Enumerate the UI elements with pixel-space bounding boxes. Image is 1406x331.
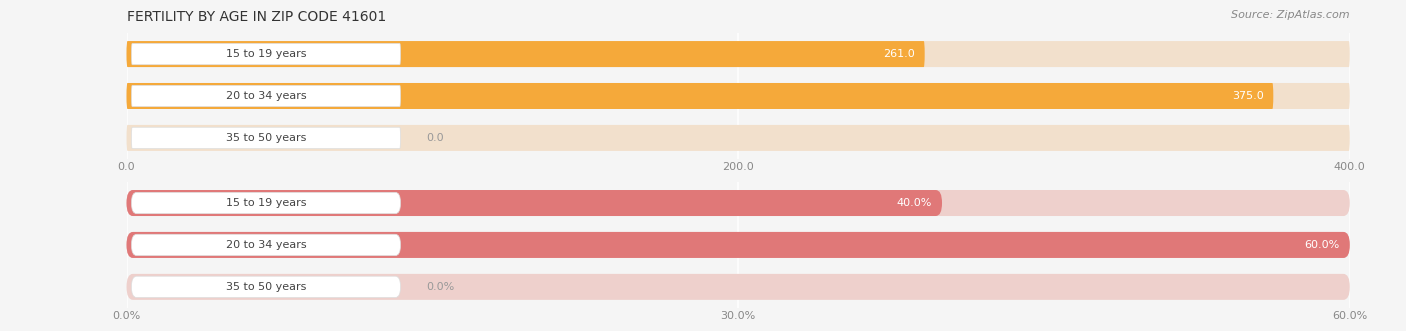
Text: 35 to 50 years: 35 to 50 years bbox=[226, 133, 307, 143]
FancyBboxPatch shape bbox=[127, 190, 942, 216]
FancyBboxPatch shape bbox=[127, 232, 1350, 258]
FancyBboxPatch shape bbox=[131, 127, 401, 149]
FancyBboxPatch shape bbox=[127, 41, 925, 67]
Text: 20 to 34 years: 20 to 34 years bbox=[226, 240, 307, 250]
Text: 0.0: 0.0 bbox=[426, 133, 444, 143]
FancyBboxPatch shape bbox=[127, 190, 1350, 216]
FancyBboxPatch shape bbox=[131, 234, 401, 256]
FancyBboxPatch shape bbox=[127, 125, 1350, 151]
FancyBboxPatch shape bbox=[131, 85, 401, 107]
Text: Source: ZipAtlas.com: Source: ZipAtlas.com bbox=[1232, 10, 1350, 20]
Text: 35 to 50 years: 35 to 50 years bbox=[226, 282, 307, 292]
Text: 15 to 19 years: 15 to 19 years bbox=[226, 198, 307, 208]
FancyBboxPatch shape bbox=[127, 83, 1350, 109]
FancyBboxPatch shape bbox=[131, 276, 401, 298]
FancyBboxPatch shape bbox=[131, 43, 401, 65]
Text: 261.0: 261.0 bbox=[883, 49, 915, 59]
Text: FERTILITY BY AGE IN ZIP CODE 41601: FERTILITY BY AGE IN ZIP CODE 41601 bbox=[127, 10, 385, 24]
FancyBboxPatch shape bbox=[127, 83, 1274, 109]
FancyBboxPatch shape bbox=[127, 41, 1350, 67]
Text: 15 to 19 years: 15 to 19 years bbox=[226, 49, 307, 59]
Text: 20 to 34 years: 20 to 34 years bbox=[226, 91, 307, 101]
Text: 0.0%: 0.0% bbox=[426, 282, 454, 292]
Text: 375.0: 375.0 bbox=[1232, 91, 1264, 101]
FancyBboxPatch shape bbox=[127, 274, 1350, 300]
Text: 60.0%: 60.0% bbox=[1305, 240, 1340, 250]
Text: 40.0%: 40.0% bbox=[897, 198, 932, 208]
FancyBboxPatch shape bbox=[127, 232, 1350, 258]
FancyBboxPatch shape bbox=[131, 192, 401, 214]
